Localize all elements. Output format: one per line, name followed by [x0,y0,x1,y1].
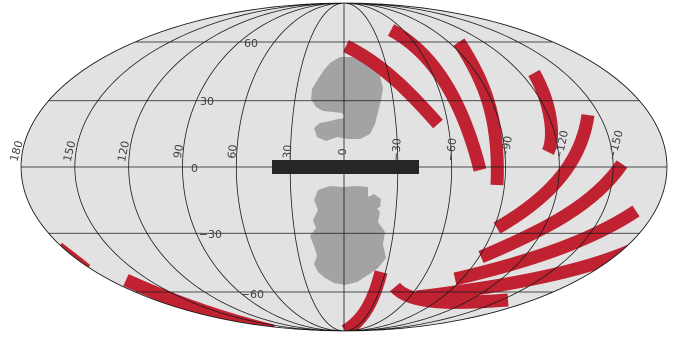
latitude-labels: 60 30 0 −30 −60 [191,37,264,301]
lon-label-minus120: −120 [552,129,571,161]
lon-label-0: 0 [336,148,349,155]
southern-gray-region [310,186,386,285]
lon-label-120: 120 [115,140,132,163]
gray-regions [310,57,386,285]
lat-label-60: 60 [244,37,258,50]
red-stripe [341,270,388,331]
sky-sphere-outline [20,2,668,332]
red-stripe [416,244,635,304]
lon-label-minus90: −90 [498,135,515,160]
lon-label-minus30: −30 [389,138,403,162]
lon-label-60: 60 [225,144,240,159]
lon-label-30: 30 [281,144,295,159]
lon-label-90: 90 [171,143,186,159]
lat-label-minus30: −30 [199,228,222,241]
red-stripe [343,40,443,129]
lon-label-180: 180 [7,139,25,163]
lat-label-0: 0 [191,162,198,175]
equatorial-band [272,160,419,174]
lon-label-minus60: −60 [444,137,459,161]
red-stripe [478,160,628,263]
lat-label-minus60: −60 [241,288,264,301]
southern-gray-blob [366,194,381,210]
red-stripe [453,38,504,186]
red-stripe [493,113,595,234]
red-stripe [387,24,487,172]
northern-gray-region [311,57,383,141]
lat-label-30: 30 [200,95,214,108]
red-stripe [453,205,640,286]
lon-label-150: 150 [61,139,79,163]
